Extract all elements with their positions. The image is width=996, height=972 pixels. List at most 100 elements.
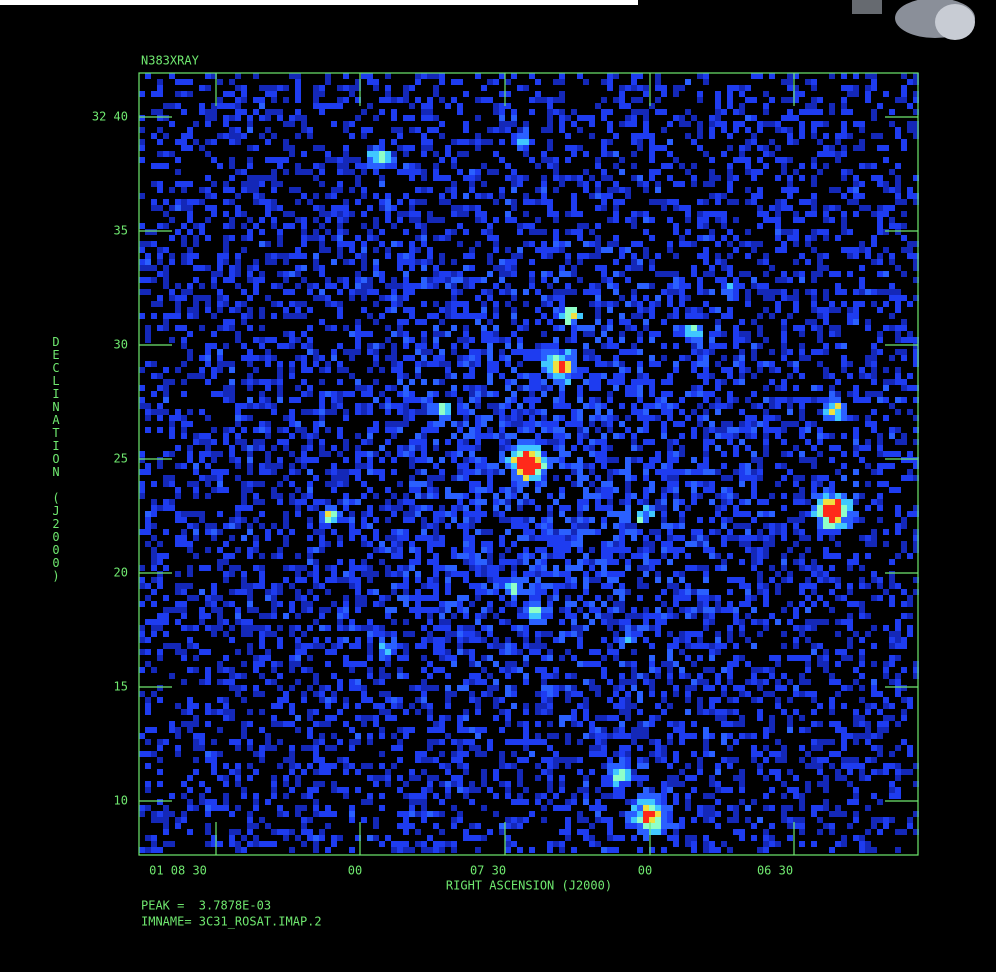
- pixel: [661, 379, 667, 385]
- pixel: [829, 205, 835, 211]
- pixel: [679, 409, 685, 415]
- pixel: [559, 397, 565, 403]
- pixel: [439, 409, 445, 415]
- pixel: [667, 451, 673, 457]
- pixel: [637, 133, 643, 139]
- pixel: [637, 139, 643, 145]
- pixel: [151, 133, 157, 139]
- pixel: [421, 493, 427, 499]
- pixel: [259, 241, 265, 247]
- pixel: [301, 301, 307, 307]
- pixel: [529, 553, 535, 559]
- pixel: [727, 199, 733, 205]
- pixel: [811, 349, 817, 355]
- pixel: [415, 259, 421, 265]
- pixel: [271, 175, 277, 181]
- pixel: [511, 121, 517, 127]
- pixel: [679, 163, 685, 169]
- pixel: [355, 577, 361, 583]
- pixel: [301, 229, 307, 235]
- pixel: [505, 577, 511, 583]
- pixel: [769, 613, 775, 619]
- pixel: [337, 613, 343, 619]
- pixel: [805, 577, 811, 583]
- pixel: [865, 481, 871, 487]
- pixel: [697, 517, 703, 523]
- pixel: [583, 79, 589, 85]
- pixel: [325, 103, 331, 109]
- pixel: [229, 103, 235, 109]
- pixel: [595, 559, 601, 565]
- pixel: [217, 475, 223, 481]
- pixel: [493, 361, 499, 367]
- pixel: [643, 511, 649, 517]
- pixel: [745, 199, 751, 205]
- pixel: [367, 349, 373, 355]
- pixel: [793, 325, 799, 331]
- pixel: [325, 151, 331, 157]
- pixel: [565, 541, 571, 547]
- pixel: [865, 613, 871, 619]
- pixel: [457, 271, 463, 277]
- pixel: [499, 409, 505, 415]
- pixel: [679, 445, 685, 451]
- pixel: [367, 331, 373, 337]
- pixel: [871, 163, 877, 169]
- pixel: [349, 187, 355, 193]
- pixel: [571, 205, 577, 211]
- pixel: [337, 559, 343, 565]
- pixel: [397, 127, 403, 133]
- pixel: [241, 445, 247, 451]
- pixel: [619, 541, 625, 547]
- pixel: [541, 181, 547, 187]
- pixel: [907, 331, 913, 337]
- pixel: [271, 91, 277, 97]
- pixel: [829, 445, 835, 451]
- pixel: [655, 295, 661, 301]
- pixel: [211, 475, 217, 481]
- pixel: [877, 595, 883, 601]
- pixel: [655, 595, 661, 601]
- pixel: [739, 367, 745, 373]
- pixel: [271, 187, 277, 193]
- pixel: [433, 577, 439, 583]
- pixel: [607, 505, 613, 511]
- pixel: [757, 241, 763, 247]
- pixel: [829, 481, 835, 487]
- pixel: [475, 517, 481, 523]
- pixel: [877, 493, 883, 499]
- pixel: [787, 409, 793, 415]
- pixel: [145, 241, 151, 247]
- pixel: [427, 505, 433, 511]
- pixel: [199, 199, 205, 205]
- pixel: [331, 571, 337, 577]
- pixel: [589, 379, 595, 385]
- pixel: [541, 427, 547, 433]
- pixel: [631, 79, 637, 85]
- pixel: [481, 307, 487, 313]
- pixel: [751, 73, 757, 79]
- pixel: [421, 409, 427, 415]
- pixel: [451, 259, 457, 265]
- pixel: [199, 103, 205, 109]
- pixel: [415, 493, 421, 499]
- pixel: [781, 289, 787, 295]
- pixel: [367, 283, 373, 289]
- pixel: [511, 469, 517, 475]
- pixel: [523, 529, 529, 535]
- pixel: [409, 217, 415, 223]
- pixel: [331, 445, 337, 451]
- pixel: [433, 175, 439, 181]
- pixel: [769, 139, 775, 145]
- pixel: [595, 307, 601, 313]
- pixel: [715, 175, 721, 181]
- pixel: [433, 337, 439, 343]
- pixel: [697, 595, 703, 601]
- pixel: [409, 85, 415, 91]
- pixel: [523, 193, 529, 199]
- pixel: [385, 217, 391, 223]
- pixel: [211, 487, 217, 493]
- pixel: [145, 523, 151, 529]
- pixel: [895, 427, 901, 433]
- pixel: [331, 577, 337, 583]
